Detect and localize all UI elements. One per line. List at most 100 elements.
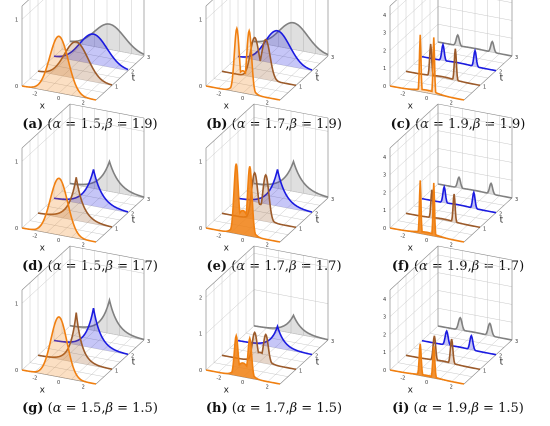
panel-c: -2 0 2 1 2 3 0 1 2 3 4 x t (c) (α = 1.9,β = 1.9)	[372, 0, 544, 140]
t-tick-label: 1	[483, 368, 486, 374]
panel-caption: (d) (α = 1.5,β = 1.7)	[22, 259, 158, 274]
x-tick-label: 2	[82, 243, 85, 249]
grid-line	[71, 335, 120, 380]
axis-edge	[21, 227, 97, 243]
series-line	[69, 158, 145, 198]
t-axis-label: t	[316, 216, 320, 226]
axis-edge	[389, 103, 439, 149]
z-tick-label: 3	[383, 31, 386, 37]
z-tick-label: 1	[383, 66, 386, 72]
axis-edge	[389, 245, 439, 291]
t-tick-label: 3	[331, 339, 334, 345]
x-axis-label: x	[408, 244, 414, 254]
panel-label: (g)	[22, 401, 44, 416]
series-line	[37, 312, 113, 370]
z-tick-label: 0	[383, 84, 386, 90]
panel-label: (d)	[22, 259, 44, 274]
t-tick-label: 3	[515, 55, 518, 61]
grid-line	[34, 328, 83, 373]
series-line	[69, 296, 145, 341]
panel-f: -2 0 2 1 2 3 0 1 2 3 4 x t (f) (α = 1.9,β = 1.7)	[372, 103, 544, 282]
series-t3	[253, 313, 329, 341]
series-line	[37, 41, 113, 86]
surface-plot: -2 0 2 1 2 3 0 1 2 3 4 x t	[383, 0, 518, 112]
t-tick-label: 2	[499, 212, 502, 218]
t-axis-label: t	[500, 358, 504, 368]
grid-line	[439, 193, 488, 238]
t-tick-label: 2	[315, 212, 318, 218]
series-line	[205, 332, 281, 385]
series-t0	[21, 35, 97, 101]
series-t1	[37, 177, 113, 228]
z-tick-label: 0	[383, 226, 386, 232]
t-tick-label: 2	[499, 354, 502, 360]
axis-edge	[21, 245, 71, 291]
series-t0	[205, 163, 281, 243]
series-line	[205, 25, 281, 101]
series-t0	[389, 34, 465, 101]
panel-e: -2 0 2 1 2 3 0 1 x t (e) (α = 1.7,β = 1.7)	[188, 103, 360, 282]
axis-edge	[437, 245, 513, 261]
alpha-value: 1.5	[80, 401, 102, 416]
alpha-value: 1.5	[80, 117, 101, 132]
series-t3	[69, 158, 145, 198]
surface-plot: -2 0 2 1 2 3 0 1 x t	[15, 103, 150, 254]
series-t0	[21, 177, 97, 243]
panel-g: -2 0 2 1 2 3 0 1 x t (g) (α = 1.5,β = 1.5)	[4, 245, 176, 424]
grid-line	[451, 53, 500, 98]
grid-line	[267, 53, 316, 98]
z-tick-label: 3	[383, 173, 386, 179]
z-tick-label: 4	[383, 13, 386, 19]
series-line	[21, 35, 97, 101]
panel-caption: (g) (α = 1.5,β = 1.5)	[22, 401, 158, 416]
t-tick-label: 3	[515, 197, 518, 203]
panel-label: (f)	[391, 259, 410, 274]
panel-label: (i)	[392, 401, 410, 416]
panel-d: -2 0 2 1 2 3 0 1 x t (d) (α = 1.5,β = 1.7)	[4, 103, 176, 282]
grid-line	[230, 46, 279, 91]
t-axis-label: t	[132, 74, 136, 84]
series-line	[389, 34, 465, 101]
t-tick-label: 3	[147, 197, 150, 203]
x-tick-label: 0	[425, 380, 428, 386]
surface-plot: -2 0 2 1 2 3 0 1 x t	[15, 245, 150, 396]
beta-value: 1.5	[498, 401, 519, 416]
x-tick-label: 2	[266, 243, 269, 249]
x-axis-label: x	[408, 386, 414, 396]
grid-line	[242, 48, 292, 94]
beta-value: 1.9	[316, 117, 337, 132]
panel-caption: (b) (α = 1.7,β = 1.9)	[206, 117, 342, 132]
t-tick-label: 1	[115, 368, 118, 374]
series-fill	[54, 308, 128, 355]
grid-line	[83, 195, 132, 240]
surface-plot: -2 0 2 1 2 3 0 1 x t	[199, 103, 334, 254]
x-tick-label: -2	[32, 91, 37, 97]
series-t3	[437, 175, 513, 199]
t-tick-label: 1	[115, 84, 118, 90]
t-tick-label: 1	[299, 226, 302, 232]
t-axis-label: t	[500, 74, 504, 84]
series-fill	[206, 335, 280, 384]
grid-line	[255, 335, 304, 380]
series-t1	[221, 36, 297, 87]
axis-edge	[95, 197, 145, 243]
series-t2	[421, 329, 497, 356]
x-axis-label: x	[224, 244, 230, 254]
t-tick-label: 2	[131, 70, 134, 76]
series-t3	[253, 158, 329, 198]
x-tick-label: -2	[32, 375, 37, 381]
axis-edge	[279, 197, 329, 243]
t-axis-label: t	[500, 216, 504, 226]
axis-edge	[95, 339, 145, 385]
x-axis-label: x	[40, 386, 46, 396]
series-t0	[205, 332, 281, 385]
beta-value: 1.7	[132, 259, 153, 274]
panel-caption: (c) (α = 1.9,β = 1.9)	[390, 117, 526, 132]
series-fill	[222, 172, 296, 228]
x-axis-label: x	[224, 102, 230, 112]
t-tick-label: 1	[115, 226, 118, 232]
alpha-value: 1.5	[80, 259, 102, 274]
panel-label: (e)	[206, 259, 228, 274]
alpha-value: 1.7	[264, 401, 286, 416]
panel-label: (b)	[206, 117, 228, 132]
